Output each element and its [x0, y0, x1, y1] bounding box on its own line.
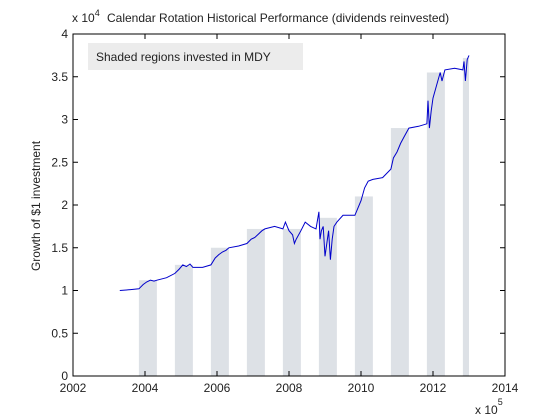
- shaded-region-2: [210, 247, 229, 376]
- chart-title: Calendar Rotation Historical Performance…: [107, 11, 449, 25]
- shaded-regions: [138, 57, 469, 376]
- shaded-region-3: [246, 228, 265, 376]
- x-tick-label: 2004: [132, 381, 159, 395]
- x-tick-label: 2012: [420, 381, 447, 395]
- x-multiplier-label: x 105: [475, 397, 503, 417]
- x-tick-label: 2002: [60, 381, 87, 395]
- y-tick-label: 4: [61, 27, 68, 41]
- shaded-region-5: [318, 217, 337, 376]
- y-tick-label: 0: [61, 369, 68, 383]
- y-tick-label: 0.5: [51, 326, 68, 340]
- y-multiplier-label: x 104: [72, 8, 100, 25]
- y-tick-label: 2.5: [51, 155, 68, 169]
- axis-ticks: 2002 2004 2006 2008 2010 2012 2014 0 0.5 1 1.5 2 2.5…: [51, 27, 518, 395]
- x-multiplier-exponent: 5: [498, 397, 503, 407]
- y-multiplier-base: x 10: [72, 11, 95, 25]
- x-multiplier-base: x 10: [475, 403, 498, 417]
- y-tick-label: 1.5: [51, 241, 68, 255]
- x-tick-label: 2010: [348, 381, 375, 395]
- shaded-region-7: [390, 128, 409, 376]
- annotation-text: Shaded regions invested in MDY: [96, 50, 271, 64]
- shaded-region-4: [282, 228, 301, 376]
- y-multiplier-exponent: 4: [95, 8, 100, 18]
- shaded-region-0: [138, 280, 157, 376]
- x-tick-label: 2014: [492, 381, 519, 395]
- y-tick-label: 1: [61, 284, 68, 298]
- annotation-box: [88, 43, 303, 70]
- shaded-region-9: [462, 57, 469, 376]
- shaded-region-1: [174, 264, 193, 376]
- y-tick-label: 2: [61, 198, 68, 212]
- x-tick-label: 2008: [276, 381, 303, 395]
- y-tick-label: 3: [61, 113, 68, 127]
- y-tick-label: 3.5: [51, 70, 68, 84]
- series-line-group: [119, 55, 470, 291]
- shaded-region-6: [354, 196, 373, 376]
- y-axis-label: Growth of $1 investment: [29, 140, 43, 271]
- x-tick-label: 2006: [204, 381, 231, 395]
- series-line-0: [119, 55, 470, 291]
- shaded-region-8: [426, 72, 445, 376]
